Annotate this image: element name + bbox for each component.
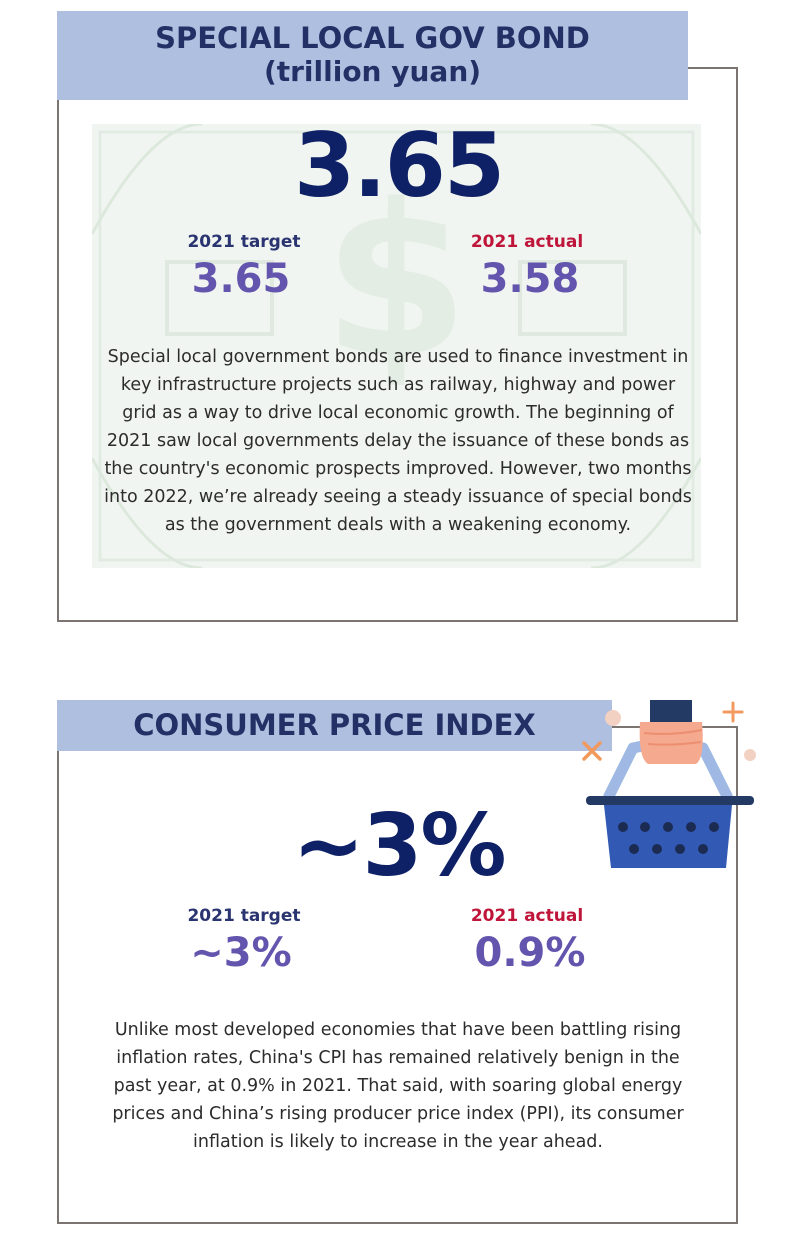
bond-actual-label: 2021 actual xyxy=(470,232,584,252)
bond-target-label: 2021 target xyxy=(187,232,301,252)
shopping-basket-icon xyxy=(582,700,756,868)
svg-text:$: $ xyxy=(323,159,469,404)
bond-headline-value: 3.65 xyxy=(293,114,505,217)
cpi-actual-value: 0.9% xyxy=(474,930,586,976)
cpi-target-label: 2021 target xyxy=(187,906,301,926)
cpi-headline-value: ~3% xyxy=(292,796,506,896)
cpi-actual-label: 2021 actual xyxy=(470,906,584,926)
dollar-bill-icon: $ xyxy=(92,124,701,568)
cpi-title: CONSUMER PRICE INDEX xyxy=(133,708,536,742)
cpi-description: Unlike most developed economies that hav… xyxy=(112,1020,684,1152)
cpi-target-value: ~3% xyxy=(190,930,292,976)
cpi-header: CONSUMER PRICE INDEX xyxy=(57,700,612,751)
bond-actual-value: 3.58 xyxy=(480,256,580,302)
bond-target-value: 3.65 xyxy=(191,256,291,302)
bond-subtitle: (trillion yuan) xyxy=(263,55,482,88)
bond-description: Special local government bonds are used … xyxy=(104,347,692,535)
bond-header: SPECIAL LOCAL GOV BOND (trillion yuan) xyxy=(57,11,688,100)
bond-title: SPECIAL LOCAL GOV BOND xyxy=(155,21,590,55)
